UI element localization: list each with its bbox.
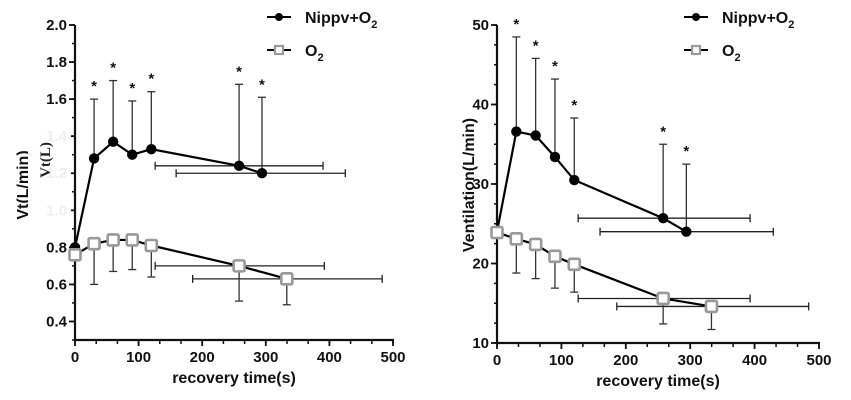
data-point: [107, 136, 119, 147]
overlay-label: Vt(L): [38, 142, 54, 178]
data-point: [233, 160, 245, 172]
y-tick-label: 10: [472, 335, 489, 352]
data-point: [68, 247, 82, 262]
x-tick-label: 400: [317, 349, 342, 366]
series-line: [74, 238, 288, 280]
significance-star: *: [148, 71, 154, 88]
significance-star: *: [129, 80, 135, 97]
series-nippv-o2: * * * * * *: [69, 60, 346, 253]
x-tick-label: 100: [126, 349, 151, 366]
legend-label-subscript: 2: [317, 52, 323, 64]
legend-marker: [692, 13, 700, 21]
series-nippv-o2: * * * * * *: [491, 16, 774, 237]
significance-star: *: [683, 143, 689, 160]
legend-item-o2: O2: [267, 43, 324, 64]
legend-item-nippv-o2: Nippv+O2: [267, 10, 377, 31]
data-point: [232, 259, 246, 273]
data-point: [530, 130, 541, 141]
legend-marker: [273, 44, 285, 56]
data-point: [279, 272, 294, 286]
series-o2: [490, 225, 810, 331]
legend-label-subscript: 2: [371, 19, 377, 31]
y-tick-label: 40: [472, 97, 489, 114]
y-tick-label: 0.4: [46, 313, 68, 330]
x-tick-label: 0: [71, 349, 79, 366]
legend-label: Nippv+O2: [722, 10, 794, 31]
data-point: [548, 249, 562, 264]
series-o2: [68, 233, 383, 306]
data-point: [509, 232, 524, 246]
y-tick-label: 2.0: [46, 17, 67, 34]
y-tick-label: 50: [472, 17, 489, 34]
x-tick-label: 0: [493, 352, 501, 369]
data-point: [106, 233, 120, 247]
data-point: [144, 238, 159, 253]
x-tick-label: 500: [380, 349, 405, 366]
y-tick-label: 0.8: [46, 239, 67, 256]
data-point: [656, 291, 670, 306]
legend-marker: [275, 13, 283, 21]
significance-star: *: [236, 63, 242, 80]
legend-label-subscript: 2: [788, 19, 794, 31]
y-tick-label: 20: [472, 256, 489, 273]
significance-star: *: [571, 97, 577, 114]
significance-star: *: [259, 76, 265, 93]
legend-label-main: O: [722, 43, 734, 60]
significance-star: *: [110, 60, 116, 77]
legend-label-main: Nippv+O: [722, 10, 788, 27]
significance-star: *: [533, 37, 539, 54]
overlay-patch: [28, 115, 71, 235]
data-point: [549, 151, 561, 163]
vt-chart: 0.40.60.81.01.21.41.61.82.00100200300400…: [15, 10, 406, 387]
y-tick-label: 0.6: [46, 276, 67, 293]
x-tick-label: 100: [549, 352, 574, 369]
data-point: [569, 174, 580, 186]
legend-label-main: Nippv+O: [305, 10, 371, 27]
legend-label-main: O: [305, 43, 317, 60]
x-tick-label: 200: [613, 352, 638, 369]
legend-label: O2: [722, 43, 741, 64]
legend-item-o2: O2: [684, 43, 741, 64]
series-line: [73, 140, 263, 248]
y-tick-label: 30: [472, 176, 489, 193]
y-tick-label: 1.6: [46, 91, 67, 108]
y-axis-title: Ventilation(L/min): [461, 118, 478, 252]
legend-item-nippv-o2: Nippv+O2: [684, 10, 794, 31]
x-tick-label: 200: [190, 349, 215, 366]
data-point: [528, 237, 543, 252]
x-tick-label: 300: [253, 349, 278, 366]
y-axis-title: Vt(L/min): [15, 150, 32, 219]
data-point: [657, 212, 669, 224]
series-line: [495, 130, 687, 233]
data-point: [256, 168, 268, 179]
x-tick-label: 300: [678, 352, 703, 369]
x-tick-label: 500: [806, 352, 831, 369]
data-point: [87, 236, 101, 251]
legend-label: Nippv+O2: [305, 10, 377, 31]
significance-star: *: [552, 58, 558, 75]
x-axis-title: recovery time(s): [172, 370, 296, 387]
y-tick-label: 1.8: [46, 54, 67, 71]
data-point: [681, 226, 692, 237]
significance-star: *: [660, 123, 666, 140]
legend-label-subscript: 2: [734, 52, 740, 64]
significance-star: *: [513, 16, 519, 33]
x-axis-title: recovery time(s): [596, 373, 720, 390]
data-point: [127, 149, 138, 160]
data-point: [88, 153, 100, 164]
data-point: [146, 143, 157, 155]
legend-label: O2: [305, 43, 324, 64]
data-point: [511, 126, 522, 137]
data-point: [125, 233, 140, 247]
x-tick-label: 400: [742, 352, 767, 369]
data-point: [704, 299, 719, 314]
data-point: [490, 225, 504, 240]
legend-marker: [690, 44, 702, 56]
significance-star: *: [91, 78, 97, 95]
data-point: [567, 257, 582, 272]
